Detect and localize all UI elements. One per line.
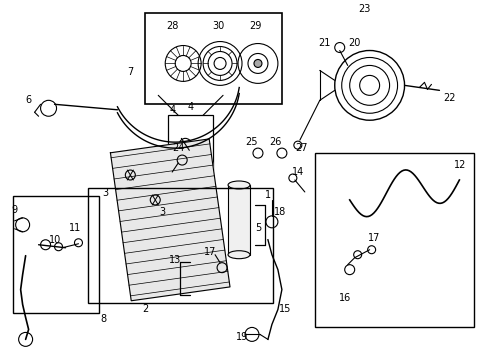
Text: 13: 13 [169,255,181,265]
Text: 17: 17 [203,247,216,257]
Bar [88,188,272,302]
Text: 1: 1 [264,190,270,200]
Text: 21: 21 [318,37,330,48]
Text: 20: 20 [348,37,360,48]
Text: 29: 29 [248,21,261,31]
Text: 12: 12 [453,160,466,170]
Text: 15: 15 [278,305,290,315]
Text: 5: 5 [254,223,261,233]
Text: 27: 27 [295,143,307,153]
Text: 25: 25 [245,137,258,147]
Bar [314,153,473,328]
Text: 23: 23 [358,4,370,14]
Bar [168,115,213,170]
Text: 24: 24 [172,143,184,153]
Text: 9: 9 [12,205,18,215]
Ellipse shape [227,181,249,189]
Polygon shape [110,139,229,301]
Bar [145,13,281,104]
Text: 14: 14 [291,167,304,177]
Text: 17: 17 [367,233,380,243]
Text: 3: 3 [102,188,108,198]
Text: 26: 26 [269,137,282,147]
Text: 22: 22 [442,93,455,103]
Text: 2: 2 [142,305,148,315]
Text: 10: 10 [49,235,61,245]
Text: 30: 30 [211,21,224,31]
Bar [13,196,99,314]
Text: 4: 4 [187,102,193,112]
Text: 16: 16 [338,293,350,302]
Bar [227,185,249,255]
Text: 8: 8 [100,314,106,324]
Circle shape [253,59,262,67]
Text: 3: 3 [159,207,165,217]
Text: 7: 7 [127,67,133,77]
Text: 6: 6 [25,95,32,105]
Text: 4: 4 [169,105,175,115]
Text: 11: 11 [69,223,81,233]
Text: 18: 18 [273,207,285,217]
Text: 28: 28 [166,21,178,31]
Text: 19: 19 [235,332,247,342]
Ellipse shape [227,251,249,259]
